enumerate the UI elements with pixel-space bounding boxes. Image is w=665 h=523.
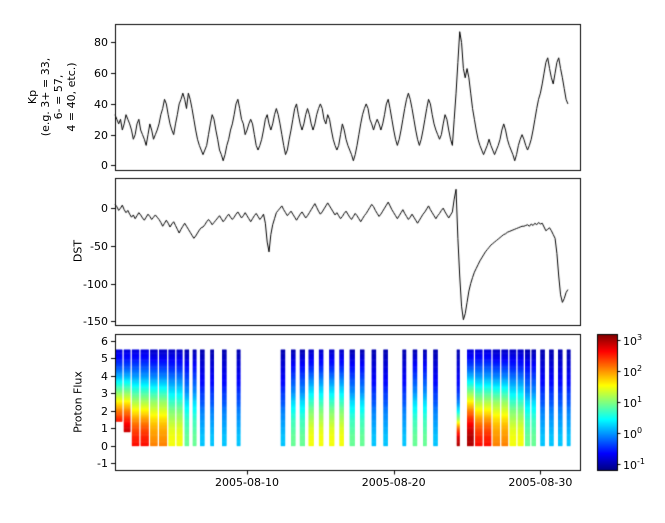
kp-y-tick-label: 0 (101, 158, 108, 172)
proton-y-tick-label: 5 (101, 351, 108, 365)
x-tick-label: 2005-08-10 (215, 476, 279, 489)
kp-axis-title-line3: 6- = 57, (52, 74, 65, 120)
dst-y-tick-label: -100 (83, 277, 108, 291)
x-tick-label: 2005-08-20 (361, 476, 426, 489)
colorbar-tick-label: 10-1 (623, 456, 645, 472)
kp-y-tick-label: 80 (94, 35, 108, 49)
kp-y-tick-label: 60 (94, 66, 108, 80)
kp-y-tick-label: 20 (94, 128, 108, 142)
kp-axis-title-line4: 4 = 40, etc.) (65, 62, 78, 132)
proton-y-tick-label: 4 (101, 369, 108, 383)
proton-y-tick-label: 0 (101, 439, 108, 453)
dst-y-tick-label: -150 (83, 314, 108, 328)
proton-y-tick-label: 1 (101, 421, 108, 435)
dst-y-tick-label: 0 (101, 201, 108, 215)
proton-y-tick-label: 2 (101, 404, 108, 418)
proton-y-tick-label: 3 (101, 386, 108, 400)
colorbar-tick-label: 102 (623, 364, 643, 379)
proton-y-tick-label: 6 (101, 334, 108, 348)
kp-axis-title-line2: (e.g. 3+ = 33, (39, 57, 52, 137)
dst-axis-title: DST (71, 239, 85, 263)
x-tick-label: 2005-08-30 (508, 476, 573, 489)
kp-axis-title-line1: Kp (26, 89, 39, 105)
colorbar-tick-label: 101 (623, 395, 643, 410)
proton-flux-axis-title: Proton Flux (71, 371, 85, 433)
dst-y-tick-label: -50 (90, 239, 108, 253)
colorbar-tick-label: 100 (623, 426, 643, 441)
kp-y-tick-label: 40 (94, 97, 108, 111)
proton-y-tick-label: -1 (97, 456, 108, 470)
colorbar-tick-label: 103 (623, 333, 643, 348)
kp-axis-title: Kp (e.g. 3+ = 33, 6- = 57, 4 = 40, etc.) (26, 58, 78, 136)
